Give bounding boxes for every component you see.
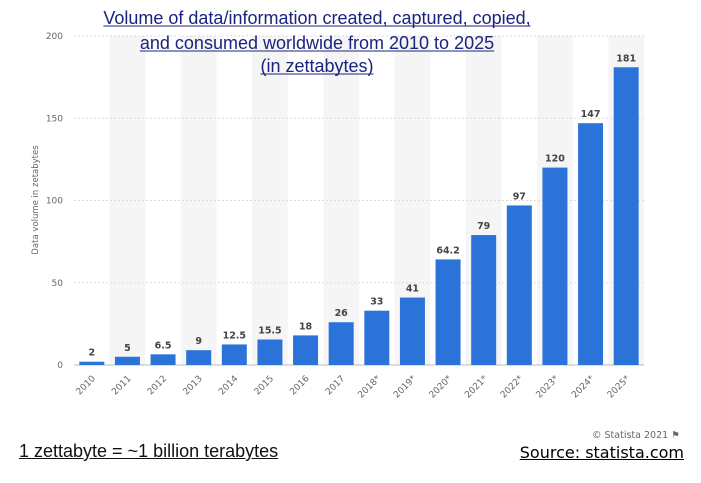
- title-line-2: and consumed worldwide from 2010 to 2025: [140, 33, 494, 53]
- x-tick-label: 2021*: [463, 374, 490, 401]
- source-link[interactable]: Source: statista.com: [519, 443, 684, 462]
- x-tick-label: 2016: [288, 374, 311, 397]
- x-tick-label: 2012: [146, 374, 169, 397]
- data-label: 64.2: [436, 245, 459, 256]
- x-tick-label: 2018*: [356, 374, 383, 401]
- x-tick-label: 2024*: [570, 374, 597, 401]
- x-tick-label: 2022*: [499, 374, 526, 401]
- data-label: 2: [89, 348, 96, 359]
- x-tick-label: 2010: [75, 374, 98, 397]
- data-label: 97: [513, 191, 526, 202]
- bar: [542, 167, 568, 365]
- y-axis-ticks: 0 50 100 150 200: [46, 32, 63, 371]
- bar: [613, 67, 639, 365]
- bar: [328, 322, 354, 365]
- data-labels: 2 5 6.5 9 12.5 15.5 18 26 33 41 64.2 79 97 120 147 181: [89, 53, 637, 358]
- title-line-3: (in zettabytes): [260, 56, 373, 76]
- bar: [364, 310, 390, 365]
- data-label: 9: [195, 336, 202, 347]
- bar: [578, 123, 604, 365]
- bar: [114, 356, 140, 365]
- data-label: 181: [616, 53, 636, 64]
- x-tick-label: 2025*: [606, 374, 633, 401]
- footnote: 1 zettabyte = ~1 billion terabytes: [19, 441, 279, 461]
- column-band: [323, 36, 359, 365]
- data-label: 41: [406, 284, 419, 295]
- bar: [150, 354, 176, 365]
- y-tick-label: 200: [46, 32, 63, 42]
- data-label: 15.5: [258, 326, 281, 337]
- data-label: 79: [477, 221, 490, 232]
- data-label: 33: [370, 297, 383, 308]
- x-tick-label: 2020*: [428, 374, 455, 401]
- x-tick-label: 2014: [217, 374, 240, 397]
- data-label: 147: [581, 109, 601, 120]
- bar: [471, 235, 497, 365]
- title-line-1: Volume of data/information created, capt…: [103, 8, 530, 28]
- x-axis-ticks: 2010 2011 2012 2013 2014 2015 2016 2017 2018* 201…: [75, 374, 633, 401]
- bar: [79, 361, 105, 365]
- credit-text: © Statista 2021: [592, 430, 669, 441]
- bar: [221, 344, 247, 365]
- y-tick-label: 0: [57, 361, 63, 371]
- bar: [399, 297, 425, 365]
- x-tick-label: 2017: [324, 374, 347, 397]
- bar: [293, 335, 319, 365]
- chart-title: Volume of data/information created, capt…: [103, 8, 530, 76]
- bars: [79, 67, 639, 365]
- bar: [186, 350, 212, 365]
- x-tick-label: 2011: [110, 374, 133, 397]
- data-label: 5: [124, 343, 131, 354]
- data-label: 18: [299, 321, 313, 332]
- x-tick-label: 2019*: [392, 374, 419, 401]
- data-label: 120: [545, 154, 565, 165]
- bar: [435, 259, 461, 365]
- data-label: 6.5: [155, 340, 172, 351]
- statista-credit: © Statista 2021 ⚑: [592, 430, 680, 441]
- bar: [506, 205, 532, 365]
- data-label: 26: [335, 308, 349, 319]
- data-label: 12.5: [223, 330, 246, 341]
- x-tick-label: 2023*: [535, 374, 562, 401]
- y-tick-label: 150: [46, 114, 63, 124]
- x-tick-label: 2015: [253, 374, 276, 397]
- title-underlines: [103, 25, 531, 75]
- x-tick-label: 2013: [182, 374, 205, 397]
- flag-icon: ⚑: [671, 430, 680, 441]
- y-tick-label: 50: [52, 279, 64, 289]
- y-tick-label: 100: [46, 197, 63, 207]
- y-axis-label: Data volume in zetabytes: [31, 145, 41, 255]
- bar: [257, 339, 283, 365]
